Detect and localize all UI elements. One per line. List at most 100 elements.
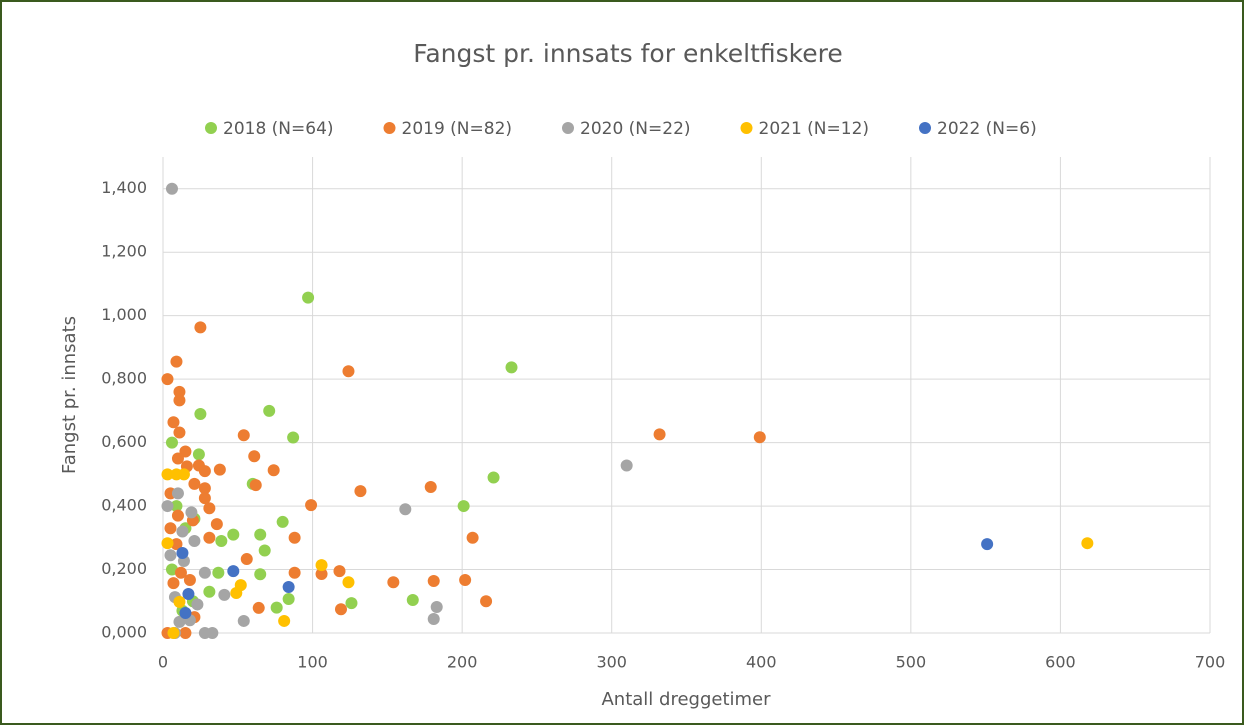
point [182,587,195,600]
point [427,574,440,587]
y-tick-label: 0,200 [101,559,147,578]
y-axis-label: Fangst pr. innsats [59,316,80,474]
point [254,528,267,541]
point [198,566,211,579]
y-tick-label: 1,200 [101,242,147,261]
point [653,428,666,441]
x-tick-label: 100 [297,653,328,672]
point [981,538,994,551]
legend-label: 2020 (N=22) [580,119,691,139]
point [480,595,493,608]
x-tick-label: 200 [447,653,478,672]
point [387,576,400,589]
point [203,531,216,544]
point [276,515,289,528]
point [278,614,291,627]
legend-marker [562,122,574,134]
point [188,477,201,490]
point [457,500,470,513]
point [288,566,301,579]
x-axis-label: Antall dreggetimer [601,689,771,710]
point [174,566,187,579]
point [194,321,207,334]
point [399,503,412,516]
point [176,547,189,560]
point [213,463,226,476]
point [237,429,250,442]
point [210,518,223,531]
point [165,182,178,195]
point [345,597,358,610]
point [1081,537,1094,550]
legend-label: 2018 (N=64) [223,119,334,139]
point [258,544,271,557]
point [198,465,211,478]
point [424,481,437,494]
point [248,450,261,463]
point [227,565,240,578]
x-tick-label: 600 [1045,653,1076,672]
point [334,603,347,616]
point [267,464,280,477]
point [198,492,211,505]
legend-marker [383,122,396,134]
point [237,614,250,627]
point [459,574,472,587]
point [230,587,243,600]
point [173,426,186,439]
y-tick-label: 0,600 [101,432,147,451]
point [185,506,198,519]
x-tick-label: 700 [1195,653,1226,672]
y-tick-label: 0,400 [101,496,147,515]
point [487,471,500,484]
point [249,479,262,492]
point [164,549,177,562]
point [167,416,180,429]
x-tick-label: 400 [746,653,777,672]
point [171,487,184,500]
point [406,593,419,606]
point [161,500,174,513]
point [305,499,318,512]
point [212,566,225,579]
y-tick-label: 1,400 [101,178,147,197]
legend-label: 2019 (N=82) [402,119,513,139]
point [270,601,283,614]
point [203,502,216,515]
point [288,531,301,544]
point [215,534,228,547]
point [165,436,178,449]
point [315,559,328,572]
y-tick-label: 1,000 [101,305,147,324]
point [252,601,265,614]
legend-marker [740,122,753,134]
point [164,522,177,535]
point [354,485,367,498]
point [753,431,766,444]
legend-marker [919,122,931,134]
point [192,448,205,461]
point [183,574,196,587]
legend-label: 2022 (N=6) [937,119,1037,139]
point [466,531,479,544]
point [218,588,231,601]
point [333,565,346,578]
point [188,534,201,547]
point [173,615,186,628]
point [198,482,211,495]
point [203,585,216,598]
point [161,468,174,481]
point [430,600,443,613]
point [171,452,184,465]
point [177,468,190,481]
point [170,355,183,368]
point [161,373,174,386]
point [342,365,355,378]
point [254,568,267,581]
point [176,525,189,538]
point [206,627,219,639]
point [179,607,192,620]
x-tick-label: 300 [596,653,627,672]
